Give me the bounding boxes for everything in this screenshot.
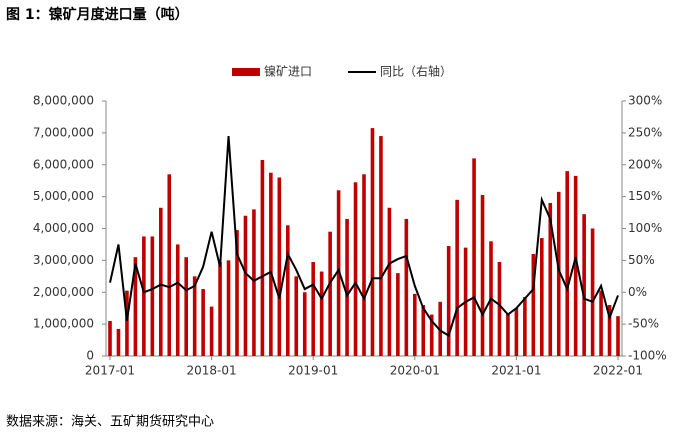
bar (413, 293, 417, 356)
bar (540, 238, 544, 356)
bar (370, 128, 375, 356)
bar (218, 261, 222, 356)
y2-tick-label: 50% (628, 253, 655, 267)
y2-tick-label: 0% (628, 285, 647, 299)
y-tick-label: 7,000,000 (33, 125, 94, 139)
bar (302, 292, 307, 356)
bar (506, 312, 510, 356)
bar (548, 203, 553, 356)
bar (192, 276, 197, 356)
bar (472, 158, 476, 356)
y-tick-label: 6,000,000 (33, 157, 94, 171)
bar (573, 175, 578, 356)
bar (184, 257, 188, 356)
bar (159, 207, 163, 356)
legend-swatch (232, 68, 260, 76)
x-tick-label: 2020-01 (390, 364, 440, 378)
bar (353, 182, 358, 356)
chart-title: 图 1：镍矿月度进口量（吨） (6, 6, 189, 23)
bar (277, 177, 282, 356)
y2-tick-label: 100% (628, 221, 662, 235)
bar (497, 261, 502, 356)
bar (150, 236, 155, 356)
bar (269, 172, 273, 356)
x-tick-label: 2021-01 (491, 364, 541, 378)
source: 数据来源：海关、五矿期货研究中心 (6, 414, 214, 430)
y-tick-label: 0 (86, 349, 94, 363)
bar (311, 261, 315, 356)
y-tick-label: 3,000,000 (33, 253, 94, 267)
bar (455, 199, 459, 356)
y-tick-label: 5,000,000 (33, 189, 94, 203)
bar (286, 225, 290, 356)
y-tick-label: 8,000,000 (33, 94, 94, 108)
x-tick-label: 2018-01 (187, 364, 237, 378)
bar (438, 301, 442, 356)
bar (328, 231, 332, 356)
bar (565, 171, 569, 356)
legend-label: 同比（右轴） (380, 64, 452, 79)
bar (607, 305, 612, 356)
bar (387, 207, 392, 356)
bar (362, 174, 366, 356)
bar (514, 308, 519, 356)
bar (396, 273, 400, 356)
bar (167, 174, 172, 356)
bar (133, 257, 138, 356)
y-tick-label: 2,000,000 (33, 285, 94, 299)
bar (556, 191, 561, 356)
bar (209, 306, 214, 356)
bar (108, 320, 112, 356)
bar (226, 260, 231, 356)
y2-tick-label: 250% (628, 125, 662, 139)
bar (201, 289, 205, 356)
bar (590, 228, 595, 356)
bar (336, 190, 341, 356)
bar (531, 254, 536, 356)
bar (599, 290, 603, 356)
bar (582, 214, 586, 356)
y2-tick-label: 150% (628, 189, 662, 203)
bar (142, 236, 146, 356)
bar (480, 195, 485, 356)
x-tick-label: 2022-01 (593, 364, 643, 378)
bar (404, 218, 409, 356)
x-tick-label: 2019-01 (288, 364, 338, 378)
bar (523, 297, 527, 356)
bar (125, 290, 129, 356)
y2-tick-label: 300% (628, 94, 662, 108)
bar (319, 271, 324, 356)
bar (345, 218, 349, 356)
bar (294, 276, 299, 356)
bar (235, 230, 239, 356)
bar (260, 159, 265, 356)
bar (446, 246, 451, 356)
x-tick-label: 2017-01 (85, 364, 135, 378)
y2-tick-label: -50% (628, 317, 659, 331)
bar (243, 215, 248, 356)
bar (421, 305, 426, 356)
bar (379, 136, 383, 356)
y-tick-label: 4,000,000 (33, 221, 94, 235)
line (109, 135, 619, 338)
bar (252, 209, 256, 356)
bar (116, 328, 121, 356)
y-tick-label: 1,000,000 (33, 317, 94, 331)
bar (429, 314, 434, 356)
bar (175, 244, 180, 356)
legend-label: 镍矿进口 (264, 65, 312, 79)
bar (616, 316, 620, 356)
y2-tick-label: -100% (628, 349, 667, 363)
y2-tick-label: 200% (628, 157, 662, 171)
